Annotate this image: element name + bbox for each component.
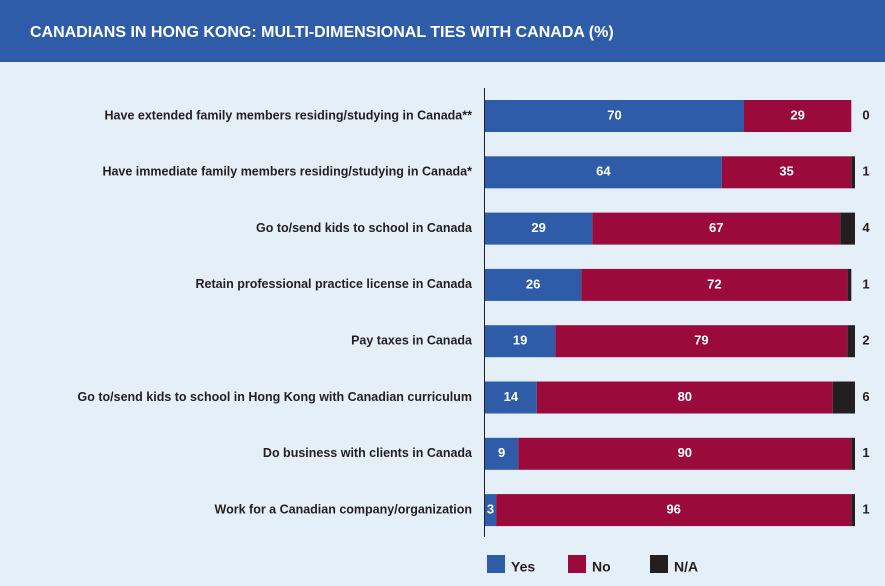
category-label: Go to/send kids to school in Hong Kong w… bbox=[78, 390, 472, 404]
value-label: 80 bbox=[678, 389, 692, 404]
category-label: Have extended family members residing/st… bbox=[105, 108, 473, 122]
bar-segment bbox=[581, 268, 848, 301]
value-label: 3 bbox=[487, 502, 494, 517]
value-label: 72 bbox=[707, 276, 721, 291]
legend-label: No bbox=[592, 559, 611, 575]
bar-segment bbox=[485, 325, 556, 358]
value-label: 35 bbox=[779, 164, 793, 179]
category-label: Pay taxes in Canada bbox=[351, 333, 473, 347]
bar-segment bbox=[485, 437, 519, 470]
bar-segment bbox=[851, 437, 855, 470]
bar-segment bbox=[485, 212, 593, 245]
bar-segment bbox=[744, 100, 852, 132]
value-label: 4 bbox=[862, 220, 870, 235]
bar-segment bbox=[840, 212, 855, 245]
header bbox=[0, 0, 885, 62]
value-label: 1 bbox=[862, 445, 869, 460]
value-label: 0 bbox=[862, 107, 869, 122]
value-label: 1 bbox=[862, 164, 869, 179]
value-label: 2 bbox=[862, 333, 869, 348]
bar-segment bbox=[721, 156, 852, 189]
bar-segment bbox=[851, 494, 855, 527]
value-label: 14 bbox=[504, 389, 519, 404]
value-label: 29 bbox=[790, 107, 804, 122]
value-label: 70 bbox=[607, 107, 621, 122]
bar-segment bbox=[485, 156, 722, 189]
bar-segment bbox=[496, 494, 852, 527]
value-label: 64 bbox=[596, 164, 611, 179]
value-label: 90 bbox=[678, 445, 692, 460]
value-label: 6 bbox=[862, 389, 869, 404]
legend-label: N/A bbox=[674, 559, 698, 575]
value-label: 1 bbox=[862, 276, 869, 291]
bar-segment bbox=[485, 381, 537, 414]
value-label: 79 bbox=[694, 333, 708, 348]
bar-segment bbox=[485, 268, 582, 301]
bar-segment bbox=[847, 268, 852, 301]
bar-segment bbox=[851, 156, 855, 189]
legend-swatch bbox=[487, 555, 505, 573]
bar-segment bbox=[485, 494, 497, 527]
legend-swatch bbox=[568, 555, 586, 573]
category-label: Do business with clients in Canada bbox=[263, 446, 473, 460]
bar-segment bbox=[592, 212, 841, 245]
legend-label: Yes bbox=[511, 559, 535, 575]
value-label: 26 bbox=[526, 276, 540, 291]
bar-segment bbox=[847, 325, 855, 358]
category-label: Have immediate family members residing/s… bbox=[102, 165, 472, 179]
value-label: 1 bbox=[862, 502, 869, 517]
bar-segment bbox=[555, 325, 848, 358]
chart-title: CANADIANS IN HONG KONG: MULTI-DIMENSIONA… bbox=[30, 24, 614, 41]
bar-segment bbox=[518, 437, 852, 470]
category-label: Retain professional practice license in … bbox=[196, 277, 474, 291]
bar-segment bbox=[485, 100, 744, 132]
category-label: Go to/send kids to school in Canada bbox=[256, 221, 473, 235]
value-label: 29 bbox=[531, 220, 545, 235]
value-label: 9 bbox=[498, 445, 505, 460]
value-label: 96 bbox=[666, 502, 680, 517]
value-label: 67 bbox=[709, 220, 723, 235]
value-label: 19 bbox=[513, 333, 527, 348]
bar-segment bbox=[832, 381, 855, 414]
category-label: Work for a Canadian company/organization bbox=[215, 502, 472, 516]
legend-swatch bbox=[650, 555, 668, 573]
bar-segment bbox=[536, 381, 833, 414]
